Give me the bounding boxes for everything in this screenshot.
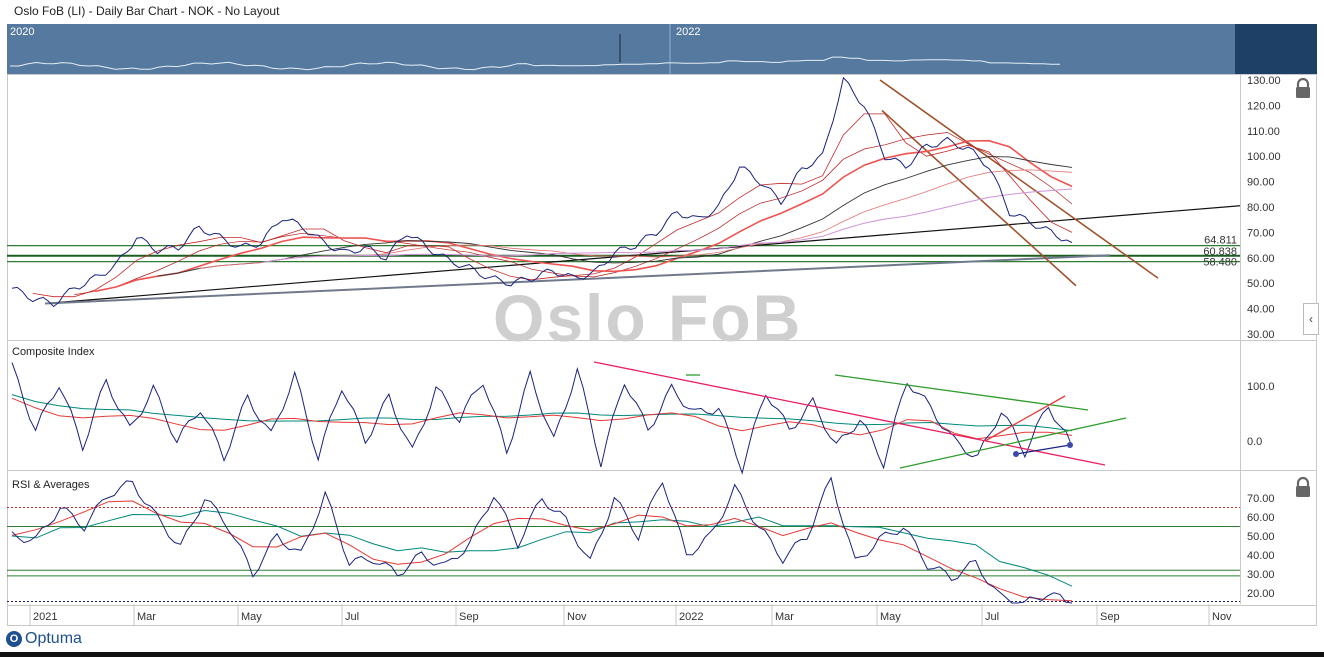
optuma-logo: O Optuma [6, 630, 82, 648]
x-tick-label: Nov [567, 611, 587, 623]
y-tick-label: 50.00 [1247, 278, 1275, 290]
chevron-left-icon[interactable]: ‹ [1303, 303, 1319, 335]
overview-year-label: 2020 [10, 26, 34, 38]
price-line [11, 76, 1073, 308]
trendline [44, 254, 1111, 305]
bottom-bar [0, 652, 1324, 657]
level-label: 64.811 [1204, 235, 1237, 247]
moving-average-line [94, 139, 1073, 293]
y-tick-label: 30.00 [1247, 569, 1275, 581]
x-tick-label: Nov [1212, 611, 1232, 623]
y-tick-label: 60.00 [1247, 253, 1275, 265]
channel-line [879, 79, 1159, 279]
channel-line [881, 109, 1077, 287]
lock-icon[interactable] [1289, 473, 1317, 501]
overview-navigator[interactable] [7, 24, 1235, 74]
y-tick-label: 100.0 [1247, 381, 1275, 393]
logo-icon: O [6, 631, 22, 647]
y-tick-label: 40.00 [1247, 304, 1275, 316]
trendline-anchor [1067, 442, 1073, 448]
moving-average-line [32, 113, 1073, 298]
composite-average-line [11, 394, 1073, 432]
composite-trendline [593, 361, 1106, 466]
rsi-average-line [11, 509, 1073, 587]
x-tick-label: Jul [345, 611, 359, 623]
level-label: 58.480 [1203, 257, 1237, 269]
trendline [44, 205, 1241, 305]
moving-average-line [74, 132, 1073, 295]
y-tick-label: 60.00 [1247, 512, 1275, 524]
composite-trendline [984, 395, 1066, 442]
x-tick-label: Sep [459, 611, 479, 623]
composite-trendline [834, 374, 1089, 411]
x-tick-label: 2021 [33, 611, 57, 623]
brand-name: Optuma [25, 630, 82, 647]
overview-line [10, 56, 1060, 71]
rsi-line [11, 476, 1073, 604]
watermark: Oslo FoB [493, 281, 803, 355]
y-tick-label: 90.00 [1247, 177, 1275, 189]
overview-side-panel [1235, 24, 1317, 74]
moving-average-line [157, 156, 1073, 277]
rsi-average-line [11, 500, 1073, 602]
composite-trendline [899, 417, 1127, 469]
y-tick-label: 70.00 [1247, 227, 1275, 239]
chart-title: Oslo FoB (LI) - Daily Bar Chart - NOK - … [14, 4, 280, 18]
overview-year-label: 2022 [676, 26, 700, 38]
y-axis-divider [1240, 74, 1241, 604]
y-tick-label: 110.00 [1247, 126, 1280, 138]
y-tick-label: 80.00 [1247, 202, 1275, 214]
y-tick-label: 20.00 [1247, 588, 1275, 600]
y-tick-label: 30.00 [1247, 329, 1275, 341]
x-tick-label: May [880, 611, 901, 623]
x-tick-label: May [241, 611, 262, 623]
y-tick-label: 120.00 [1247, 100, 1281, 112]
y-tick-label: 70.00 [1247, 493, 1275, 505]
composite-trendline [1015, 444, 1071, 455]
composite-index-line [11, 362, 1073, 475]
moving-average-line [261, 188, 1073, 263]
trendline-anchor [1013, 451, 1019, 457]
composite-average-line [11, 397, 1073, 440]
x-tick-label: Jul [985, 611, 999, 623]
y-tick-label: 0.0 [1247, 436, 1262, 448]
x-tick-label: Mar [775, 611, 794, 623]
composite-index-label: Composite Index [12, 346, 95, 358]
x-tick-label: Sep [1100, 611, 1120, 623]
x-tick-label: Mar [137, 611, 156, 623]
level-label: 60.838 [1203, 246, 1237, 258]
rsi-label: RSI & Averages [12, 479, 90, 491]
y-tick-label: 40.00 [1247, 550, 1275, 562]
moving-average-line [199, 169, 1073, 269]
y-tick-label: 100.00 [1247, 151, 1281, 163]
composite-index-panel [7, 340, 1317, 471]
x-tick-label: 2022 [679, 611, 703, 623]
y-tick-label: 50.00 [1247, 531, 1275, 543]
rsi-panel [7, 470, 1317, 606]
y-tick-label: 130.00 [1247, 75, 1281, 87]
lock-icon[interactable] [1289, 74, 1317, 102]
